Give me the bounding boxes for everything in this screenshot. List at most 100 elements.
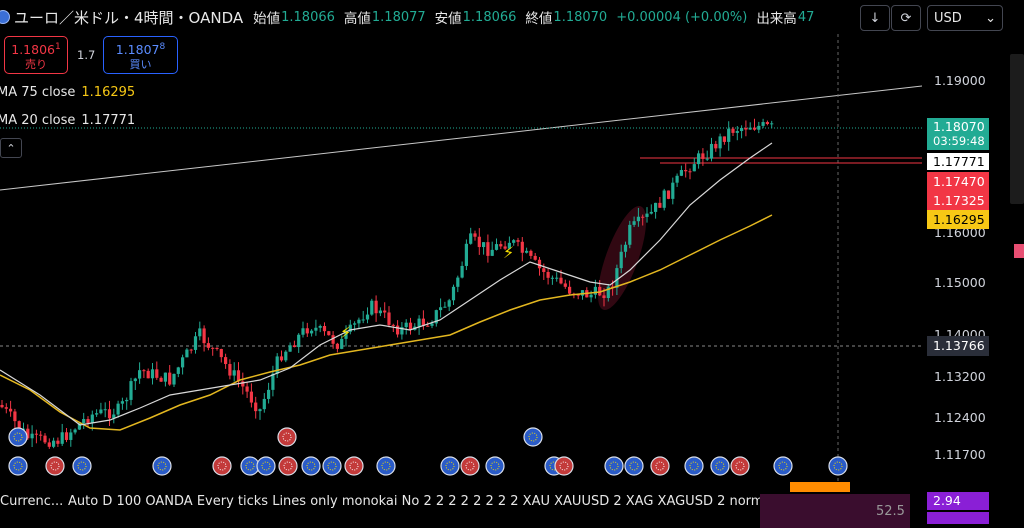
candle-body	[451, 286, 456, 301]
economic-event-flag-icon[interactable]	[773, 456, 793, 476]
event-star-ring	[528, 432, 538, 442]
event-star-ring	[609, 461, 619, 471]
event-star-ring	[283, 461, 293, 471]
economic-event-flag-icon[interactable]	[604, 456, 624, 476]
axis-tick: 1.11700	[934, 447, 986, 462]
candle-body	[580, 290, 585, 296]
candle-body	[284, 351, 288, 361]
currency-select[interactable]: USD ⌄	[927, 5, 1003, 31]
candle-body	[344, 331, 348, 339]
candle-body	[64, 432, 69, 440]
candle-body	[503, 246, 507, 249]
economic-event-flag-icon[interactable]	[277, 427, 297, 447]
candle-body	[69, 432, 73, 440]
candle-body	[56, 440, 60, 444]
candle-body	[4, 407, 8, 409]
economic-event-flag-icon[interactable]	[8, 427, 28, 447]
indicator-ma20[interactable]: MA 20 close 1.17771	[0, 113, 135, 128]
economic-event-flag-icon[interactable]	[72, 456, 92, 476]
candle-body	[215, 347, 219, 349]
candle-body	[722, 136, 726, 142]
economic-event-flag-icon[interactable]	[376, 456, 396, 476]
economic-event-flag-icon[interactable]	[624, 456, 644, 476]
event-star-ring	[217, 461, 227, 471]
indicator-name[interactable]: Currenc...	[0, 494, 64, 509]
economic-event-flag-icon[interactable]	[485, 456, 505, 476]
chart-header: ユーロ／米ドル・4時間・OANDA 始値 1.18066 高値 1.18077 安値…	[0, 0, 860, 34]
economic-event-flag-icon[interactable]	[152, 456, 172, 476]
candle-body	[279, 356, 284, 361]
economic-event-flag-icon[interactable]	[440, 456, 460, 476]
event-star-ring	[327, 461, 337, 471]
candle-body	[13, 411, 17, 422]
price-axis[interactable]	[922, 34, 1024, 494]
indicator-bar	[790, 482, 850, 492]
candle-body	[735, 131, 739, 133]
indicator-ma75[interactable]: MA 75 close 1.16295	[0, 85, 135, 100]
candle-body	[757, 125, 761, 130]
candle-body	[602, 295, 606, 299]
economic-event-flag-icon[interactable]	[523, 427, 543, 447]
last-price-value: 1.18070	[933, 119, 985, 134]
candle-body	[374, 300, 378, 314]
candle-body	[82, 419, 86, 424]
economic-event-flag-icon[interactable]	[256, 456, 276, 476]
economic-event-flag-icon[interactable]	[828, 456, 848, 476]
symbol-title[interactable]: ユーロ／米ドル・4時間・OANDA	[14, 8, 244, 27]
economic-event-flag-icon[interactable]	[45, 456, 65, 476]
candle-body	[649, 211, 653, 214]
candle-body	[701, 153, 705, 159]
sell-price-pip: 1	[55, 42, 61, 52]
economic-event-flag-icon[interactable]	[212, 456, 232, 476]
buy-price: 1.1807	[115, 42, 160, 58]
low-value: 1.18066	[462, 9, 517, 25]
economic-event-flag-icon[interactable]	[8, 456, 28, 476]
candle-body	[533, 255, 537, 260]
candle-body	[744, 127, 748, 130]
event-star-ring	[833, 461, 843, 471]
collapse-indicators-button[interactable]: ⌃	[0, 138, 22, 158]
candle-body	[615, 268, 619, 288]
candle-body	[232, 370, 236, 376]
sell-button[interactable]: 1.18061 売り	[4, 36, 68, 74]
candle-body	[301, 328, 305, 335]
economic-event-flag-icon[interactable]	[554, 456, 574, 476]
economic-event-flag-icon[interactable]	[650, 456, 670, 476]
economic-event-flag-icon[interactable]	[301, 456, 321, 476]
signal-marker-1: ⚡	[340, 323, 351, 342]
scroll-down-button[interactable]: ↓	[860, 5, 890, 31]
trend-line[interactable]	[0, 85, 922, 191]
candle-body	[589, 294, 593, 298]
candle-body	[271, 373, 275, 390]
last-price-label: 1.18070 03:59:48	[927, 118, 989, 150]
economic-event-flag-icon[interactable]	[278, 456, 298, 476]
replay-button[interactable]: ⟳	[891, 5, 921, 31]
candle-body	[460, 265, 464, 278]
candle-body	[163, 372, 167, 382]
high-label: 高値	[343, 11, 371, 27]
economic-event-flag-icon[interactable]	[322, 456, 342, 476]
event-star-ring	[465, 461, 475, 471]
side-scrollbar[interactable]	[1010, 54, 1024, 204]
candle-body	[150, 369, 155, 379]
close-value: 1.18070	[553, 9, 608, 25]
economic-event-flag-icon[interactable]	[240, 456, 260, 476]
buy-button[interactable]: 1.18078 買い	[103, 36, 178, 74]
candle-body	[623, 244, 628, 252]
economic-event-flag-icon[interactable]	[344, 456, 364, 476]
candle-body	[297, 334, 301, 348]
candle-body	[331, 335, 335, 344]
price-chart[interactable]: ⚡ ⚡	[0, 0, 922, 494]
event-star-ring	[629, 461, 639, 471]
candle-body	[39, 434, 43, 436]
indicator-value-label: 2.94	[927, 492, 989, 510]
candle-body	[236, 370, 241, 382]
economic-event-flag-icon[interactable]	[460, 456, 480, 476]
candle-body	[731, 128, 735, 133]
economic-event-flag-icon[interactable]	[730, 456, 750, 476]
economic-event-flag-icon[interactable]	[710, 456, 730, 476]
candle-body	[550, 277, 554, 279]
candle-body	[529, 250, 533, 256]
economic-event-flag-icon[interactable]	[684, 456, 704, 476]
event-star-ring	[689, 461, 699, 471]
